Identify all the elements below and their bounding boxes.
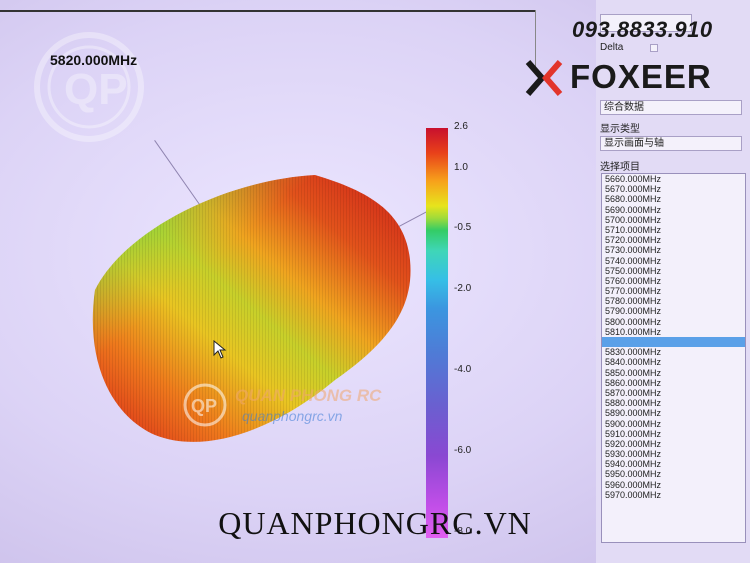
frequency-list-item[interactable]: 5760.000MHz — [605, 275, 662, 286]
frequency-list-item[interactable]: 5920.000MHz — [605, 438, 662, 449]
colorbar-tick: 1.0 — [454, 162, 468, 173]
frequency-list-item[interactable]: 5730.000MHz — [605, 245, 662, 256]
frequency-list-item[interactable]: 5790.000MHz — [605, 306, 662, 317]
items-label: 选择项目 — [600, 162, 640, 173]
panel-divider — [535, 10, 536, 70]
mode-dropdown[interactable] — [600, 14, 692, 32]
colorbar-tick: -6.0 — [454, 445, 472, 456]
frequency-list-item[interactable]: 5750.000MHz — [605, 265, 662, 276]
frequency-list-item[interactable]: 5870.000MHz — [605, 387, 662, 398]
watermark-title: QUAN PHONG RC — [235, 386, 382, 405]
frequency-list-item[interactable]: 5680.000MHz — [605, 194, 662, 205]
data-select[interactable]: 综合数据 — [600, 100, 742, 115]
frequency-list-item[interactable]: 5770.000MHz — [605, 286, 662, 297]
qp-watermark-icon: QP — [183, 383, 227, 427]
frequency-list-item[interactable]: 5850.000MHz — [605, 367, 662, 378]
frequency-label: 5820.000MHz — [50, 52, 138, 68]
frequency-list-item[interactable]: 5880.000MHz — [605, 398, 662, 409]
phone-number: 093.8833.910 — [572, 17, 713, 42]
display-type-label: 显示类型 — [600, 124, 640, 135]
delta-label: Delta — [600, 42, 624, 53]
svg-text:QP: QP — [191, 396, 217, 416]
display-type-select[interactable]: 显示画面与轴 — [600, 136, 742, 151]
site-watermark: QP QUAN PHONG RC quanphongrc.vn — [180, 380, 440, 430]
site-title: QUANPHONGRC.VN — [218, 505, 532, 541]
frequency-list-item[interactable]: 5940.000MHz — [605, 459, 662, 470]
frequency-list-item[interactable]: 5690.000MHz — [605, 204, 662, 215]
frequency-list-item[interactable]: 5840.000MHz — [605, 357, 662, 368]
frequency-list-item[interactable]: 5820.000MHz — [602, 337, 745, 348]
colorbar-tick: -4.0 — [454, 364, 472, 375]
frequency-list-item[interactable]: 5950.000MHz — [605, 469, 662, 480]
svg-text:QP: QP — [64, 65, 128, 114]
frequency-list-item[interactable]: 5930.000MHz — [605, 449, 662, 460]
frequency-list-item[interactable]: 5660.000MHz — [605, 174, 662, 184]
frequency-list-item[interactable]: 5670.000MHz — [605, 184, 662, 195]
frequency-list-item[interactable]: 5970.000MHz — [605, 489, 662, 500]
frequency-list-item[interactable]: 5720.000MHz — [605, 235, 662, 246]
frequency-list-item[interactable]: 5830.000MHz — [605, 347, 662, 358]
foxeer-x-icon — [525, 60, 563, 96]
mouse-pointer-icon — [213, 340, 227, 359]
watermark-url: quanphongrc.vn — [242, 408, 343, 424]
frequency-list-item[interactable]: 5910.000MHz — [605, 428, 662, 439]
foxeer-logo: FOXEER — [524, 58, 739, 98]
frequency-list-item[interactable]: 5900.000MHz — [605, 418, 662, 429]
frequency-list-item[interactable]: 5960.000MHz — [605, 479, 662, 490]
frequency-list-item[interactable]: 5780.000MHz — [605, 296, 662, 307]
frequency-list-item[interactable]: 5890.000MHz — [605, 408, 662, 419]
colorbar-tick: -8.0 — [454, 526, 472, 537]
frequency-list-item[interactable]: 5740.000MHz — [605, 255, 662, 266]
frequency-list-item[interactable]: 5700.000MHz — [605, 214, 662, 225]
brand-name: FOXEER — [570, 58, 712, 95]
radiation-pattern-3d — [92, 175, 411, 442]
frequency-list-item[interactable]: 5810.000MHz — [605, 326, 662, 337]
quanphong-logo-watermark: QP — [34, 32, 144, 142]
colorbar — [426, 128, 448, 538]
colorbar-tick: 2.6 — [454, 121, 468, 132]
top-border-line — [0, 10, 535, 12]
frequency-list-item[interactable]: 5710.000MHz — [605, 224, 662, 235]
frequency-list[interactable]: 5660.000MHz 5670.000MHz 5680.000MHz 5690.00… — [601, 173, 746, 543]
colorbar-tick: -0.5 — [454, 222, 472, 233]
colorbar-tick: -2.0 — [454, 283, 472, 294]
frequency-list-item[interactable]: 5800.000MHz — [605, 316, 662, 327]
delta-slider-handle[interactable] — [650, 44, 658, 52]
frequency-list-item[interactable]: 5860.000MHz — [605, 377, 662, 388]
